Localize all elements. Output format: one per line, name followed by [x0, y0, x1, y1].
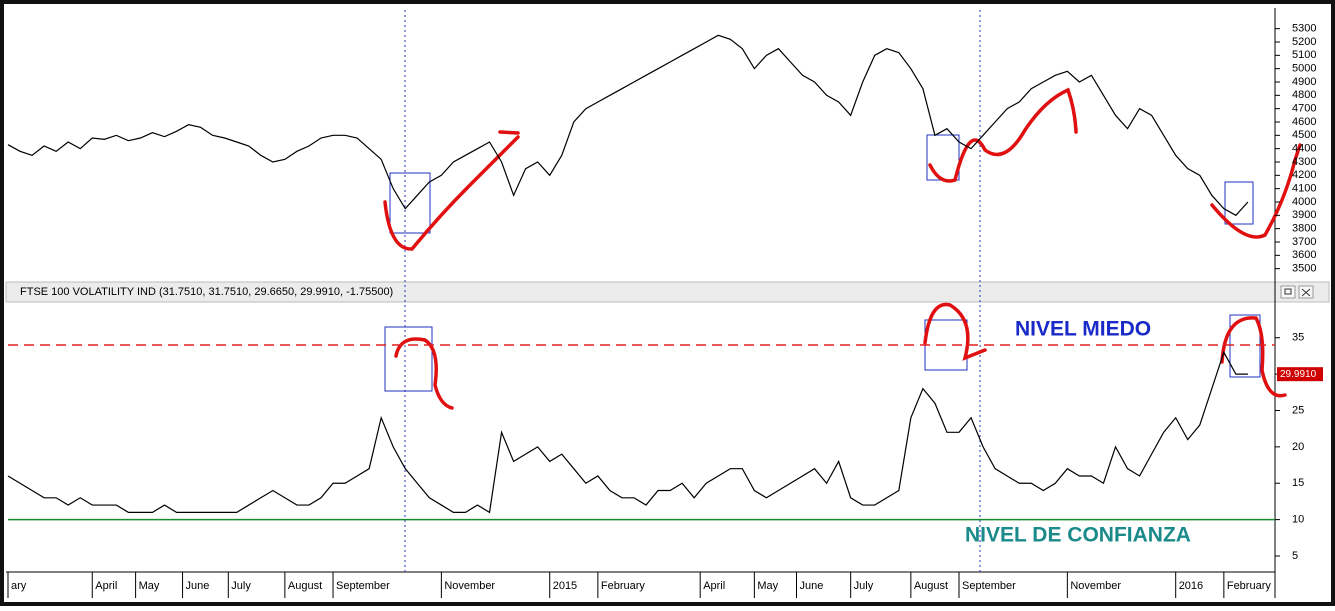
- x-tick-label: June: [799, 580, 823, 592]
- y-tick-label: 25: [1292, 404, 1304, 416]
- x-tick-label: February: [1227, 580, 1272, 592]
- x-tick-label: May: [757, 580, 778, 592]
- price-line: [7, 350, 1248, 514]
- annotation: NIVEL DE CONFIANZA: [965, 524, 1191, 547]
- x-tick-label: September: [962, 580, 1016, 592]
- x-tick-label: September: [336, 580, 390, 592]
- hand-drawn-annotations: [383, 87, 1302, 410]
- y-tick-label: 5100: [1292, 49, 1316, 61]
- x-tick-label: 2015: [553, 580, 577, 592]
- x-tick-label: November: [1070, 580, 1121, 592]
- x-tick-label: August: [914, 580, 948, 592]
- x-tick-label: June: [186, 580, 210, 592]
- x-tick-label: August: [288, 580, 322, 592]
- y-tick-label: 4100: [1292, 183, 1316, 195]
- y-tick-label: 5000: [1292, 63, 1316, 75]
- x-tick-label: November: [444, 580, 495, 592]
- y-tick-label: 3800: [1292, 223, 1316, 235]
- maximize-icon: [1284, 288, 1292, 295]
- y-tick-label: 3900: [1292, 209, 1316, 221]
- y-tick-label: 35: [1292, 332, 1304, 344]
- x-tick-label: ary: [11, 580, 27, 592]
- y-tick-label: 3500: [1292, 263, 1316, 275]
- y-tick-label: 5200: [1292, 36, 1316, 48]
- x-tick-label: April: [95, 580, 117, 592]
- panel-header: [5, 281, 1330, 303]
- y-tick-label: 4500: [1292, 129, 1316, 141]
- x-tick-label: July: [231, 580, 251, 592]
- y-tick-label: 4000: [1292, 196, 1316, 208]
- y-tick-label: 3600: [1292, 249, 1316, 261]
- y-tick-label: 4900: [1292, 76, 1316, 88]
- y-tick-label: 20: [1292, 441, 1304, 453]
- x-tick-label: February: [601, 580, 646, 592]
- y-tick-label: 4300: [1292, 156, 1316, 168]
- maximize-button[interactable]: [1280, 285, 1296, 299]
- y-tick-label: 10: [1292, 514, 1304, 526]
- y-tick-label: 3700: [1292, 236, 1316, 248]
- x-tick-label: May: [139, 580, 160, 592]
- last-value-box: [1277, 367, 1323, 382]
- y-tick-label: 4200: [1292, 169, 1316, 181]
- x-tick-label: April: [703, 580, 725, 592]
- y-tick-label: 4800: [1292, 89, 1316, 101]
- close-icon: [1301, 288, 1311, 297]
- y-tick-label: 5300: [1292, 23, 1316, 35]
- x-tick-label: 2016: [1179, 580, 1203, 592]
- y-tick-label: 5: [1292, 550, 1298, 562]
- y-tick-label: 15: [1292, 477, 1304, 489]
- y-tick-label: 4700: [1292, 103, 1316, 115]
- last-value-label: 29.9910: [1280, 369, 1317, 380]
- y-tick-label: 4400: [1292, 143, 1316, 155]
- x-tick-label: July: [854, 580, 874, 592]
- y-tick-label: 4600: [1292, 116, 1316, 128]
- price-line: [7, 34, 1249, 217]
- panel-title: FTSE 100 VOLATILITY IND (31.7510, 31.751…: [20, 286, 393, 298]
- annotation: NIVEL MIEDO: [1015, 318, 1151, 341]
